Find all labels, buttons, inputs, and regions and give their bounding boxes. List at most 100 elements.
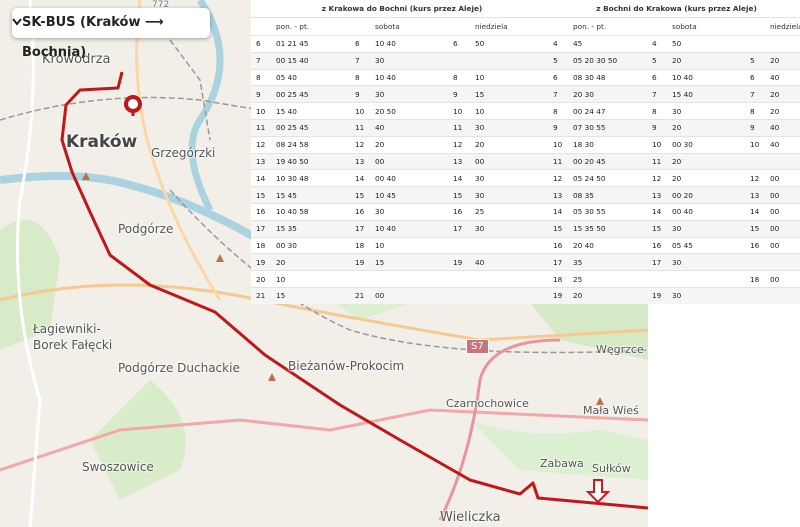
direction-title: z Krakowa do Bochni (kurs przez Aleje) xyxy=(321,4,483,13)
hour-cell: 10 xyxy=(350,102,370,120)
hour-cell: 4 xyxy=(647,35,668,53)
hour-cell xyxy=(745,35,766,53)
timetable-table: z Krakowa do Bochni (kurs przez Aleje) z … xyxy=(251,0,800,304)
hour-cell: 18 xyxy=(251,236,271,254)
minutes-cell: 20 40 xyxy=(568,236,648,254)
minutes-cell: 50 xyxy=(470,35,549,53)
place-label: Podgórze Duchackie xyxy=(118,361,240,375)
hour-cell: 19 xyxy=(251,253,271,271)
place-label: Borek Fałęcki xyxy=(33,338,113,352)
minutes-cell: 18 30 xyxy=(568,135,648,154)
place-label: Węgrzce Wiel xyxy=(596,343,648,356)
hour-cell: 11 xyxy=(350,118,370,137)
minutes-cell: 30 xyxy=(470,186,549,204)
hour-cell: 16 xyxy=(350,202,370,221)
direction-title: z Bochni do Krakowa (kurs przez Aleje) xyxy=(596,4,757,13)
minutes-cell xyxy=(370,270,448,288)
hour-cell: 10 xyxy=(448,102,470,120)
hour-cell: 16 xyxy=(251,202,271,221)
minutes-cell: 20 xyxy=(271,253,350,271)
minutes-cell: 15 40 xyxy=(271,102,350,120)
spacer-cell xyxy=(448,17,470,36)
timetable-row: 20 10 18 25 18 00 xyxy=(251,270,800,288)
hour-cell: 11 xyxy=(448,118,470,137)
hour-cell: 15 xyxy=(350,186,370,204)
minutes-cell: 20 xyxy=(568,286,648,304)
minutes-cell xyxy=(765,286,800,304)
place-label: Krowodrza xyxy=(42,52,111,67)
minutes-cell: 30 xyxy=(667,286,746,304)
minutes-cell xyxy=(667,270,746,288)
hour-cell: 9 xyxy=(548,118,569,137)
minutes-cell: 30 xyxy=(470,219,549,238)
minutes-cell: 15 xyxy=(370,253,448,271)
hour-cell: 11 xyxy=(647,152,668,170)
hour-cell: 16 xyxy=(745,236,766,254)
hour-cell: 13 xyxy=(251,152,271,170)
hour-cell: 14 xyxy=(647,202,668,221)
hour-cell: 19 xyxy=(350,253,370,271)
hour-cell: 12 xyxy=(448,135,470,154)
timetable-row: 19 20 19 15 19 40 17 35 17 30 xyxy=(251,253,800,271)
hour-cell: 13 xyxy=(448,152,470,170)
minutes-cell: 05 45 xyxy=(667,236,746,254)
hour-cell: 10 xyxy=(548,135,569,154)
route-selector[interactable]: SK-BUS (Kraków ⟶ Bochnia) xyxy=(12,8,210,60)
hour-cell: 7 xyxy=(548,85,569,103)
minutes-cell xyxy=(470,286,549,304)
hour-cell: 12 xyxy=(548,169,569,187)
minutes-cell: 15 35 50 xyxy=(568,219,648,238)
minutes-cell: 25 xyxy=(568,270,648,288)
minutes-cell: 08 24 58 xyxy=(271,135,350,154)
minutes-cell: 10 30 48 xyxy=(271,169,350,187)
hour-cell: 14 xyxy=(745,202,766,221)
road-shield: S7 xyxy=(466,339,489,354)
timetable-row: 13 19 40 50 13 00 13 00 11 00 20 45 11 20 xyxy=(251,152,800,170)
timetable-row: 14 10 30 48 14 00 40 14 30 12 05 24 50 12 20 12 00 xyxy=(251,169,800,187)
hour-cell: 8 xyxy=(448,68,470,86)
place-label: Podgórze xyxy=(118,222,174,236)
minutes-cell xyxy=(765,152,800,170)
timetable-row: 6 01 21 45 6 10 40 6 50 4 45 4 50 xyxy=(251,35,800,53)
minutes-cell: 20 xyxy=(667,51,746,70)
minutes-cell: 00 30 xyxy=(667,135,746,154)
minutes-cell: 19 40 50 xyxy=(271,152,350,170)
hour-cell: 15 xyxy=(251,186,271,204)
chevron xyxy=(12,18,22,26)
minutes-cell: 30 xyxy=(667,219,746,238)
minutes-cell: 10 40 xyxy=(370,68,448,86)
hour-cell: 18 xyxy=(350,236,370,254)
hour-cell: 8 xyxy=(350,68,370,86)
hour-cell: 17 xyxy=(647,253,668,271)
minutes-cell: 00 20 45 xyxy=(568,152,648,170)
column-header: pon. - pt. xyxy=(271,17,350,36)
hour-cell: 8 xyxy=(745,102,766,120)
timetable-row: 10 15 40 10 20 50 10 10 8 00 24 47 8 30 8 20 xyxy=(251,102,800,120)
timetable-row: 8 05 40 8 10 40 8 10 6 08 30 48 6 10 40 6 40 xyxy=(251,68,800,86)
minutes-cell: 40 xyxy=(765,135,800,154)
hour-cell: 7 xyxy=(647,85,668,103)
hour-cell: 18 xyxy=(548,270,569,288)
minutes-cell: 20 xyxy=(765,102,800,120)
column-header: sobota xyxy=(370,17,448,36)
hour-cell: 14 xyxy=(548,202,569,221)
minutes-cell: 35 xyxy=(568,253,648,271)
timetable-row: 7 00 15 40 7 30 5 05 20 30 50 5 20 5 20 xyxy=(251,51,800,70)
hour-cell xyxy=(448,51,470,70)
minutes-cell: 40 xyxy=(765,68,800,86)
minutes-cell: 20 xyxy=(667,152,746,170)
minutes-cell: 15 45 xyxy=(271,186,350,204)
hour-cell: 20 xyxy=(251,270,271,288)
hour-cell: 9 xyxy=(251,85,271,103)
hour-cell: 6 xyxy=(448,35,470,53)
minutes-cell: 20 xyxy=(765,51,800,70)
column-header-row: pon. - pt. sobota niedziela pon. - pt. sobot… xyxy=(251,17,800,36)
minutes-cell: 10 40 xyxy=(370,35,448,53)
minutes-cell: 20 xyxy=(667,169,746,187)
hour-cell: 7 xyxy=(745,85,766,103)
timetable-row: 11 00 25 45 11 40 11 30 9 07 30 55 9 20 9 40 xyxy=(251,118,800,137)
hour-cell: 19 xyxy=(647,286,668,304)
hour-cell: 10 xyxy=(647,135,668,154)
minutes-cell: 00 30 xyxy=(271,236,350,254)
timetable-row: 16 10 40 58 16 30 16 25 14 05 30 55 14 00 40 14 00 xyxy=(251,202,800,221)
